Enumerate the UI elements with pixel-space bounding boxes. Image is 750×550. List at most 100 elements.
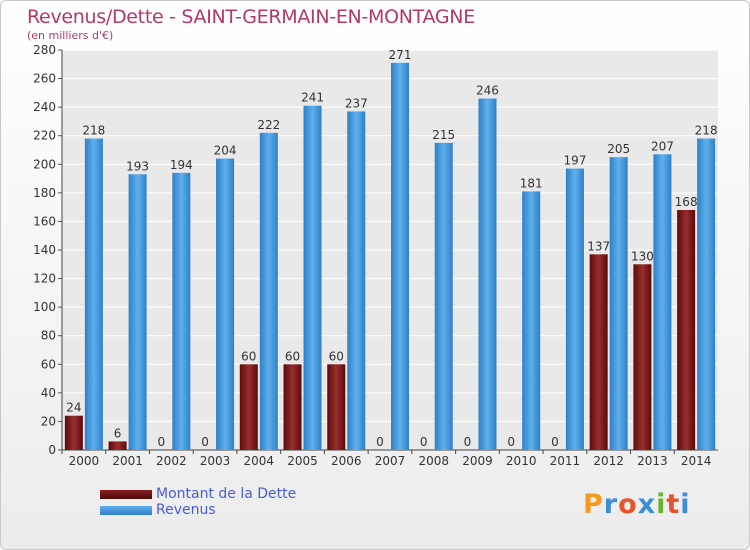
data-label-dette: 0 xyxy=(158,435,166,449)
x-tick-label: 2012 xyxy=(593,454,624,468)
logo-letter: r xyxy=(603,489,619,520)
data-label-revenus: 237 xyxy=(345,96,368,110)
bar-revenus xyxy=(259,132,278,450)
bar-dette xyxy=(283,364,302,450)
y-tick-label: 100 xyxy=(33,300,56,314)
bar-dette xyxy=(239,364,258,450)
y-tick-label: 0 xyxy=(48,443,56,457)
data-label-dette: 0 xyxy=(507,435,515,449)
data-label-revenus: 181 xyxy=(520,176,543,190)
y-tick-label: 220 xyxy=(33,129,56,143)
data-label-dette: 0 xyxy=(551,435,559,449)
bar-revenus xyxy=(434,142,453,450)
bar-dette xyxy=(633,264,652,450)
legend-label-dette: Montant de la Dette xyxy=(156,486,297,502)
x-tick-label: 2013 xyxy=(637,454,668,468)
bar-revenus xyxy=(478,98,497,451)
y-tick-label: 20 xyxy=(41,414,56,428)
logo-letter: t xyxy=(666,489,681,520)
data-label-revenus: 271 xyxy=(389,48,412,62)
bar-dette xyxy=(64,415,83,450)
logo-letter: i xyxy=(680,489,691,520)
y-tick-label: 180 xyxy=(33,186,56,200)
x-tick-label: 2007 xyxy=(375,454,406,468)
y-tick-label: 240 xyxy=(33,100,56,114)
bar-revenus xyxy=(609,157,628,450)
chart-subtitle: (en milliers d'€) xyxy=(27,29,114,42)
legend: Montant de la Dette Revenus xyxy=(100,486,296,518)
data-label-dette: 6 xyxy=(114,426,122,440)
legend-item-dette: Montant de la Dette xyxy=(100,486,296,502)
data-label-revenus: 197 xyxy=(563,154,586,168)
bar-revenus xyxy=(697,138,716,451)
x-tick-label: 2003 xyxy=(200,454,231,468)
y-tick-label: 200 xyxy=(33,157,56,171)
bar-revenus xyxy=(172,172,191,450)
bar-revenus xyxy=(391,62,409,450)
y-tick-label: 80 xyxy=(41,329,56,343)
data-label-dette: 0 xyxy=(376,435,384,449)
legend-item-revenus: Revenus xyxy=(100,502,296,518)
data-label-revenus: 218 xyxy=(695,124,718,138)
data-label-revenus: 193 xyxy=(126,159,149,173)
logo-letter: i xyxy=(656,489,667,520)
data-label-revenus: 241 xyxy=(301,91,324,105)
logo-letter: o xyxy=(618,489,638,520)
legend-label-revenus: Revenus xyxy=(156,502,216,518)
bar-dette xyxy=(108,441,127,450)
bar-revenus xyxy=(128,174,147,451)
data-label-revenus: 194 xyxy=(170,158,193,172)
x-tick-label: 2006 xyxy=(331,454,362,468)
x-tick-label: 2009 xyxy=(462,454,493,468)
data-label-dette: 0 xyxy=(464,435,472,449)
data-label-dette: 130 xyxy=(631,249,654,263)
y-tick-label: 120 xyxy=(33,272,56,286)
chart-title: Revenus/Dette - SAINT-GERMAIN-EN-MONTAGN… xyxy=(27,6,475,28)
y-tick-label: 160 xyxy=(33,214,56,228)
y-tick-label: 60 xyxy=(41,357,56,371)
data-label-dette: 168 xyxy=(675,195,698,209)
bar-revenus xyxy=(84,138,103,451)
data-label-revenus: 205 xyxy=(607,142,630,156)
proxiti-logo: Proxiti xyxy=(583,489,691,520)
x-tick-label: 2005 xyxy=(287,454,318,468)
data-label-dette: 60 xyxy=(285,349,300,363)
legend-swatch-dette xyxy=(100,489,152,499)
bar-revenus xyxy=(522,191,541,450)
bar-revenus xyxy=(347,111,366,450)
x-tick-label: 2010 xyxy=(506,454,537,468)
x-tick-label: 2011 xyxy=(550,454,581,468)
x-tick-label: 2001 xyxy=(112,454,143,468)
data-label-dette: 0 xyxy=(201,435,209,449)
logo-letter: x xyxy=(637,489,657,520)
y-tick-label: 260 xyxy=(33,72,56,86)
y-tick-label: 140 xyxy=(33,243,56,257)
x-tick-label: 2004 xyxy=(244,454,275,468)
data-label-revenus: 204 xyxy=(214,144,237,158)
y-tick-label: 40 xyxy=(41,386,56,400)
bar-revenus xyxy=(216,158,235,451)
data-label-dette: 60 xyxy=(329,349,344,363)
data-label-dette: 137 xyxy=(587,239,610,253)
data-label-dette: 60 xyxy=(241,349,256,363)
bar-dette xyxy=(589,254,608,450)
x-tick-label: 2000 xyxy=(69,454,100,468)
bar-revenus xyxy=(303,105,322,450)
bar-dette xyxy=(327,364,346,450)
logo-letter: P xyxy=(583,489,604,520)
bar-revenus xyxy=(653,154,672,451)
data-label-revenus: 215 xyxy=(432,128,455,142)
y-tick-label: 280 xyxy=(33,43,56,57)
x-tick-label: 2008 xyxy=(418,454,449,468)
data-label-revenus: 246 xyxy=(476,84,499,98)
legend-swatch-revenus xyxy=(100,505,152,515)
data-label-revenus: 207 xyxy=(651,139,674,153)
bar-dette xyxy=(677,210,696,450)
data-label-dette: 24 xyxy=(66,401,81,415)
x-tick-label: 2002 xyxy=(156,454,187,468)
data-label-revenus: 218 xyxy=(82,124,105,138)
x-tick-label: 2014 xyxy=(681,454,712,468)
bar-revenus xyxy=(565,168,584,451)
data-label-revenus: 222 xyxy=(257,118,280,132)
